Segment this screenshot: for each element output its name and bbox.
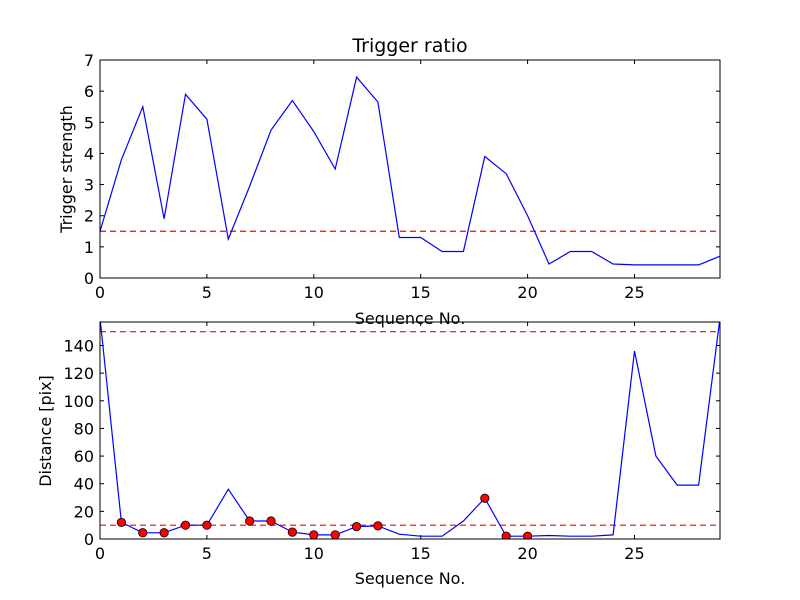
data-point xyxy=(138,528,148,538)
y-axis-label: Distance [pix] xyxy=(36,375,55,487)
distance-plot: Sequence No. Distance [pix] 0 5 10 15 20 25 0 2… xyxy=(36,321,721,588)
data-point xyxy=(501,531,511,539)
y-tick-label: 140 xyxy=(63,336,94,355)
plot-frame xyxy=(99,321,721,540)
data-point xyxy=(245,516,255,526)
y-tick-label: 5 xyxy=(84,113,94,132)
tick-group: 0 5 10 15 20 25 0 1 2 3 4 5 6 7 xyxy=(84,51,720,302)
y-tick-label: 3 xyxy=(84,176,94,195)
x-tick-label: 0 xyxy=(95,544,105,563)
x-axis-label: Sequence No. xyxy=(355,309,466,328)
x-tick-label: 15 xyxy=(411,283,431,302)
series-group xyxy=(100,75,720,266)
y-tick-label: 2 xyxy=(84,207,94,226)
data-point xyxy=(330,530,340,539)
data-point xyxy=(522,531,533,539)
x-tick-label: 10 xyxy=(304,544,324,563)
y-tick-label: 1 xyxy=(84,238,94,257)
x-tick-label: 15 xyxy=(411,544,431,563)
series-group xyxy=(100,322,720,539)
trigger-ratio-plot: Trigger ratio Sequence No. Trigger stren… xyxy=(57,35,721,328)
plot-area xyxy=(100,75,720,266)
plot-frame xyxy=(99,59,721,279)
plot-area xyxy=(100,322,720,539)
y-tick-label: 6 xyxy=(84,82,94,101)
y-axis-label: Trigger strength xyxy=(57,105,76,234)
data-point xyxy=(159,528,169,538)
y-tick-label: 0 xyxy=(84,269,94,288)
x-tick-label: 20 xyxy=(517,283,537,302)
x-tick-label: 5 xyxy=(202,544,212,563)
x-axis-label: Sequence No. xyxy=(355,569,466,588)
data-point xyxy=(266,516,276,526)
y-tick-label: 0 xyxy=(84,530,94,549)
x-tick-label: 25 xyxy=(624,283,644,302)
x-tick-label: 25 xyxy=(624,544,644,563)
data-point xyxy=(202,520,212,530)
y-tick-label: 40 xyxy=(74,475,94,494)
y-tick-label: 80 xyxy=(74,419,94,438)
data-point xyxy=(309,530,319,539)
y-tick-label: 4 xyxy=(84,144,94,163)
data-point xyxy=(373,521,383,531)
chart-title: Trigger ratio xyxy=(351,35,467,57)
y-tick-label: 60 xyxy=(74,447,94,466)
x-tick-label: 10 xyxy=(304,283,324,302)
data-point xyxy=(180,520,191,530)
y-tick-label: 20 xyxy=(74,502,94,521)
y-tick-label: 7 xyxy=(84,51,94,70)
data-point xyxy=(116,517,126,528)
x-tick-label: 20 xyxy=(517,544,537,563)
x-tick-label: 5 xyxy=(202,283,212,302)
data-point xyxy=(480,493,490,503)
y-tick-label: 120 xyxy=(63,364,94,383)
y-tick-label: 100 xyxy=(63,392,94,411)
tick-group: 0 5 10 15 20 25 0 20 40 60 80 100 120 140 xyxy=(63,322,720,563)
x-tick-label: 0 xyxy=(95,283,105,302)
series-line xyxy=(100,75,720,266)
data-point xyxy=(287,527,298,537)
data-point xyxy=(351,521,362,532)
